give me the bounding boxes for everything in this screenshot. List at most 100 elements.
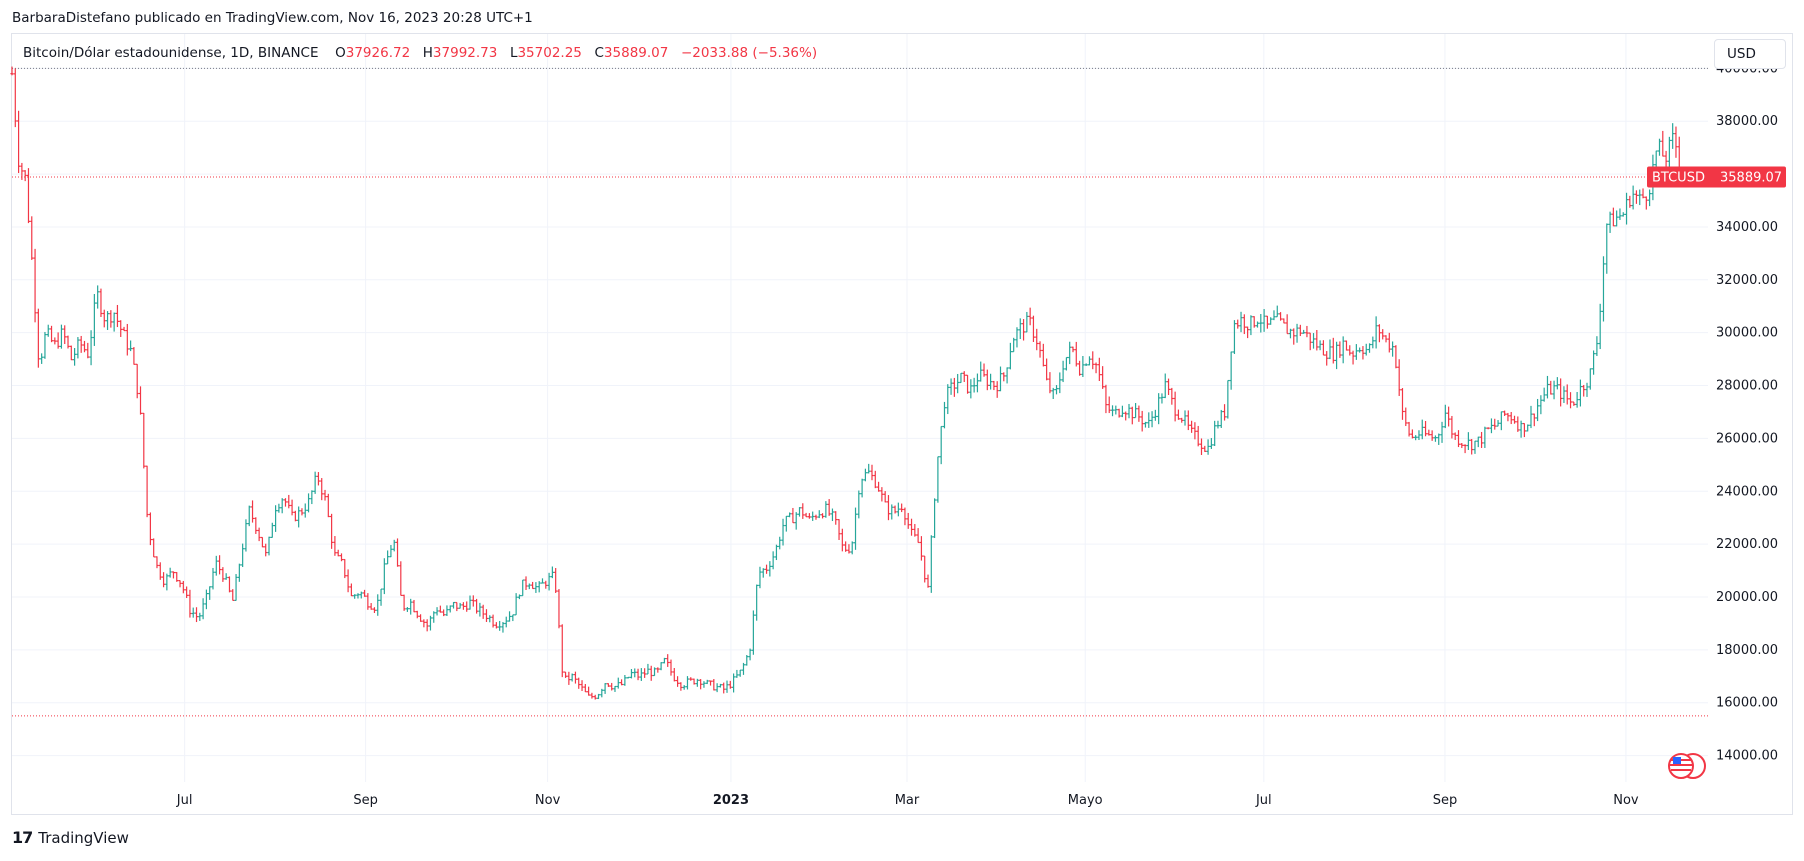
ohlc-bar — [1071, 346, 1075, 353]
ohlc-bar — [1107, 396, 1111, 414]
ohlc-bar — [817, 510, 821, 519]
ohlc-bar — [280, 498, 284, 514]
ohlc-bar — [1433, 435, 1438, 442]
y-tick-label: 16000.00 — [1716, 696, 1778, 711]
ohlc-bar — [962, 371, 966, 382]
ohlc-bar — [428, 615, 433, 631]
ohlc-bar — [873, 470, 877, 489]
ohlc-bar — [791, 507, 795, 524]
ohlc-bar — [438, 605, 442, 613]
ohlc-bar — [1104, 384, 1108, 414]
ohlc-bar — [722, 682, 726, 694]
ohlc-bar — [1499, 411, 1503, 431]
ohlc-bar — [208, 586, 212, 600]
ohlc-bar — [1578, 379, 1583, 407]
ohlc-bar — [405, 607, 409, 612]
ohlc-bars — [10, 66, 1685, 700]
ohlc-bar — [1509, 412, 1513, 425]
ohlc-bar — [194, 607, 199, 623]
ohlc-bar — [1453, 432, 1457, 440]
ohlc-bar — [900, 503, 904, 513]
ohlc-bar — [1025, 311, 1029, 333]
ohlc-bar — [758, 566, 762, 589]
ohlc-bar — [876, 481, 881, 492]
ohlc-bar — [320, 478, 324, 501]
ohlc-bar — [860, 478, 864, 498]
publisher-line: BarbaraDistefano publicado en TradingVie… — [12, 10, 533, 26]
tradingview-brand[interactable]: TradingView — [38, 828, 129, 847]
ohlc-bar — [1364, 343, 1368, 356]
currency-button[interactable]: USD — [1714, 39, 1786, 69]
legend-close-label: C — [594, 45, 604, 61]
ohlc-bar — [175, 571, 179, 582]
ohlc-bar — [1414, 435, 1418, 441]
ohlc-bar — [682, 685, 686, 690]
ohlc-bar — [870, 464, 874, 481]
ohlc-bar — [1183, 410, 1187, 426]
ohlc-bar — [1209, 438, 1213, 449]
tradingview-logo-icon[interactable]: 17 — [12, 828, 33, 847]
ohlc-bar — [550, 566, 554, 579]
ohlc-bar — [13, 68, 17, 128]
ohlc-bar — [531, 581, 535, 590]
ohlc-bar — [755, 584, 759, 621]
ohlc-bar — [56, 332, 60, 349]
us-flag-icon[interactable] — [1665, 752, 1709, 780]
ohlc-bar — [1054, 385, 1059, 395]
ohlc-bar — [1440, 421, 1444, 443]
ohlc-bar — [1176, 409, 1181, 420]
ohlc-bar — [718, 683, 723, 688]
ohlc-bar — [474, 598, 479, 614]
ohlc-bar — [969, 379, 973, 399]
ohlc-bar — [583, 684, 587, 693]
ohlc-bar — [590, 692, 594, 699]
ohlc-bar — [481, 604, 485, 619]
ohlc-bar — [244, 519, 248, 552]
ohlc-bar — [1430, 430, 1434, 441]
ohlc-bar — [804, 512, 808, 518]
ohlc-bar — [886, 495, 891, 521]
ohlc-bar — [198, 612, 202, 621]
legend-low-label: L — [509, 45, 518, 61]
ohlc-bar — [1667, 136, 1671, 171]
ohlc-bar — [1061, 360, 1065, 383]
ohlc-bar — [491, 614, 495, 628]
ohlc-bar — [267, 536, 271, 556]
ohlc-bar — [471, 595, 475, 607]
time-axis[interactable]: Jul Sep Nov 2023 Mar Mayo Jul Sep Nov — [176, 793, 1639, 808]
ohlc-bar — [643, 668, 647, 678]
ohlc-bar — [1081, 355, 1085, 378]
ohlc-bar — [501, 622, 505, 633]
ohlc-bar — [1361, 346, 1365, 360]
ohlc-bar — [1634, 190, 1639, 204]
ohlc-bar — [537, 581, 541, 593]
ohlc-bar — [636, 668, 640, 681]
ohlc-bar — [389, 545, 393, 558]
ohlc-bar — [1664, 150, 1668, 170]
ohlc-bar — [936, 456, 940, 503]
ohlc-bar — [563, 671, 568, 678]
ohlc-bar — [807, 513, 811, 519]
ohlc-bar — [379, 588, 383, 606]
legend-close-value: 35889.07 — [603, 45, 669, 61]
ohlc-bar — [422, 619, 426, 628]
ohlc-bar — [761, 568, 765, 578]
ohlc-bar — [432, 611, 436, 623]
ohlc-bar — [619, 679, 624, 686]
ohlc-bar — [1190, 420, 1194, 433]
ohlc-bar — [181, 580, 185, 594]
ohlc-bar — [1486, 427, 1490, 430]
ohlc-bar — [1226, 379, 1230, 419]
ohlc-bar — [1532, 413, 1536, 427]
ohlc-bar — [1074, 341, 1078, 367]
ohlc-bar — [1018, 318, 1022, 340]
legend-high-label: H — [422, 45, 433, 61]
ohlc-bar — [1460, 442, 1464, 449]
ohlc-bar — [40, 353, 44, 364]
ohlc-bar — [129, 340, 133, 352]
ohlc-bar — [972, 377, 976, 393]
ohlc-bar — [23, 170, 27, 182]
ohlc-bar — [1618, 208, 1622, 220]
ohlc-bar — [241, 543, 245, 568]
